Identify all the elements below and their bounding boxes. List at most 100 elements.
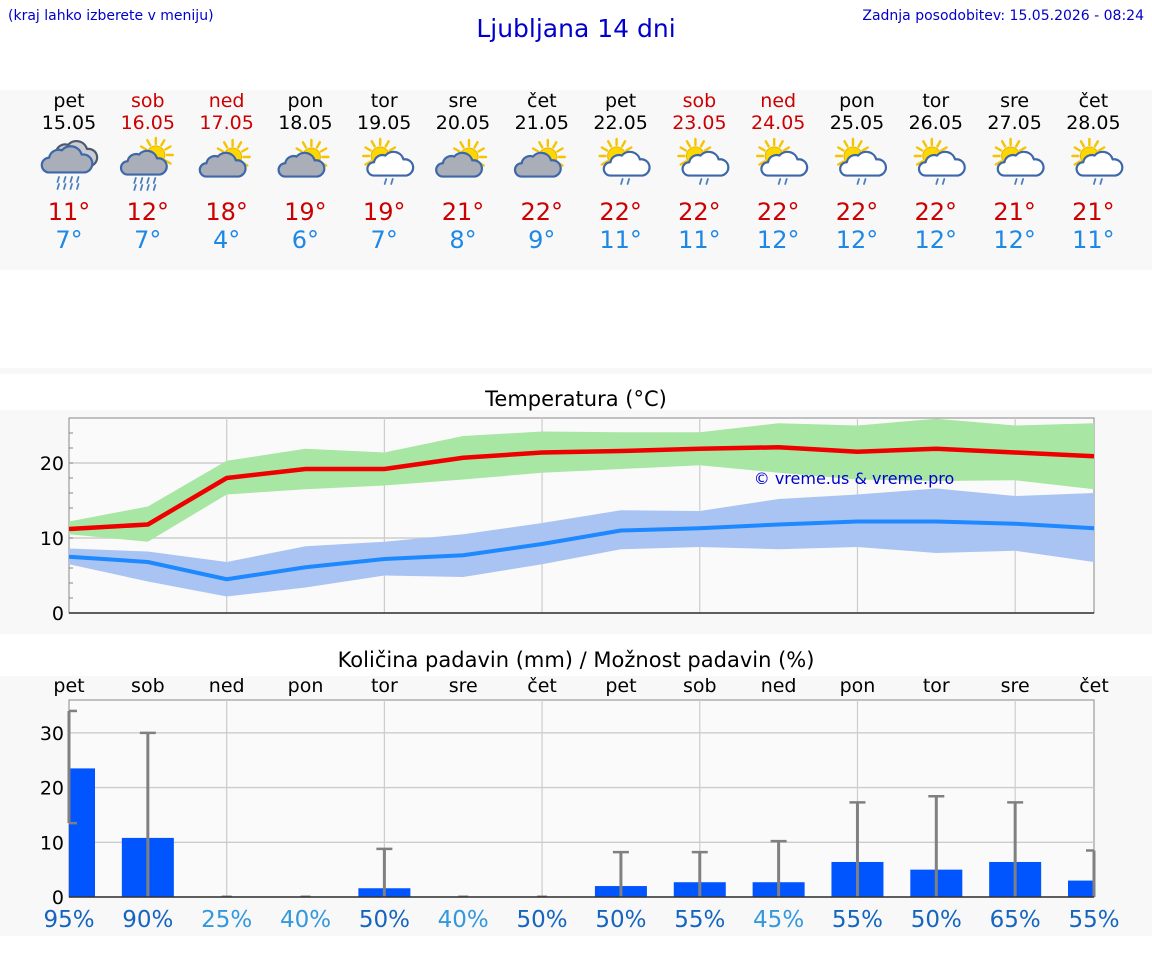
temp-low: 8°: [449, 226, 476, 254]
sun-cloud-rain-icon: [756, 137, 809, 185]
temp-high-line: [68, 445, 1095, 532]
day-name: sob: [683, 90, 717, 112]
precip-probability: 50%: [595, 907, 646, 933]
sun-cloud-icon: [513, 138, 566, 178]
temp-high: 21°: [993, 198, 1036, 226]
temp-low: 9°: [528, 226, 555, 254]
precip-probability: 50%: [911, 907, 962, 933]
temp-high: 12°: [127, 198, 170, 226]
x-tick-label: pon: [840, 675, 876, 697]
sun-cloud-icon: [435, 138, 488, 178]
temp-high: 22°: [599, 198, 642, 226]
day-name: sob: [131, 90, 165, 112]
day-date: 16.05: [121, 112, 175, 134]
temp-high: 18°: [205, 198, 248, 226]
precip-probability: 50%: [359, 907, 410, 933]
temp-low-line: [68, 519, 1095, 582]
temp-low: 11°: [599, 226, 642, 254]
temp-low: 11°: [1072, 226, 1115, 254]
day-date: 17.05: [199, 112, 253, 134]
temp-low: 4°: [213, 226, 240, 254]
y-tick-label: 20: [40, 778, 64, 800]
x-tick-label: sre: [449, 675, 478, 697]
precip-probability: 45%: [753, 907, 804, 933]
day-name: čet: [527, 90, 557, 112]
watermark: © vreme.us & vreme.pro: [754, 469, 955, 488]
precip-chart-title: Količina padavin (mm) / Možnost padavin …: [337, 648, 815, 672]
day-name: čet: [1079, 90, 1109, 112]
precip-probability: 55%: [832, 907, 883, 933]
sun-cloud-icon: [198, 138, 251, 178]
sun-cloud-rain-icon: [677, 137, 730, 185]
day-date: 19.05: [357, 112, 411, 134]
cloud-heavy-rain-icon: [40, 140, 99, 190]
day-name: pon: [839, 90, 875, 112]
temp-high: 19°: [284, 198, 327, 226]
temp-high: 22°: [757, 198, 800, 226]
sun-cloud-rain-icon: [834, 137, 888, 185]
day-date: 21.05: [515, 112, 569, 134]
y-tick-label: 0: [52, 887, 64, 909]
day-name: ned: [760, 90, 796, 112]
plot-area: [68, 699, 1095, 898]
precip-bar: [69, 768, 95, 897]
precip-probability: 90%: [122, 907, 173, 933]
day-date: 23.05: [672, 112, 726, 134]
location-hint: (kraj lahko izberete v meniju): [8, 8, 214, 24]
separator-band: [0, 368, 1152, 374]
precip-probability: 40%: [438, 907, 489, 933]
temp-low: 11°: [678, 226, 721, 254]
day-date: 18.05: [278, 112, 332, 134]
temp-high: 22°: [915, 198, 958, 226]
precip-probability: 55%: [1068, 907, 1119, 933]
temp-high: 22°: [836, 198, 879, 226]
temp-high: 21°: [1072, 198, 1115, 226]
day-date: 22.05: [593, 112, 647, 134]
x-tick-label: pon: [288, 675, 324, 697]
forecast-strip-background: [0, 90, 1152, 270]
x-tick-label: ned: [209, 675, 245, 697]
day-name: sre: [1000, 90, 1029, 112]
sun-cloud-icon: [277, 138, 330, 178]
sun-cloud-rain-icon: [598, 137, 651, 185]
x-tick-label: sob: [683, 675, 717, 697]
temp-low: 12°: [836, 226, 879, 254]
day-date: 28.05: [1066, 112, 1120, 134]
y-tick-label: 10: [40, 832, 64, 854]
x-tick-label: čet: [1079, 675, 1109, 697]
day-date: 15.05: [42, 112, 96, 134]
temp-high: 21°: [442, 198, 485, 226]
temp-high: 22°: [678, 198, 721, 226]
day-name: pet: [605, 90, 636, 112]
temperature-chart-title: Temperatura (°C): [485, 387, 667, 411]
y-tick-label: 30: [40, 723, 64, 745]
x-tick-label: čet: [527, 675, 557, 697]
sun-cloud-rain-icon: [992, 137, 1045, 185]
temp-low: 7°: [371, 226, 398, 254]
temp-low: 12°: [757, 226, 800, 254]
precip-probability: 40%: [280, 907, 331, 933]
day-name: pon: [288, 90, 324, 112]
x-tick-label: pet: [53, 675, 84, 697]
temp-high: 11°: [48, 198, 91, 226]
temp-low: 6°: [292, 226, 319, 254]
y-tick-label: 20: [40, 453, 64, 475]
temp-high: 19°: [363, 198, 406, 226]
precip-probability: 50%: [517, 907, 568, 933]
day-name: tor: [922, 90, 949, 112]
day-name: pet: [53, 90, 84, 112]
x-tick-label: tor: [371, 675, 398, 697]
precip-probability: 65%: [990, 907, 1041, 933]
